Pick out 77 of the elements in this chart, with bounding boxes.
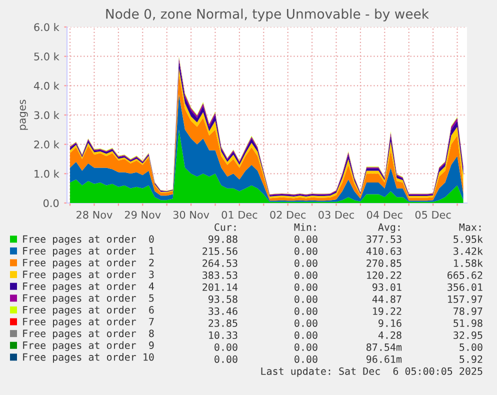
text: 5.92 xyxy=(460,355,482,363)
text: 96.61m xyxy=(366,355,402,363)
text: 9.16 xyxy=(378,319,402,327)
text: 33.46 xyxy=(208,307,238,315)
x-tick-label: 05 Dec xyxy=(415,210,451,219)
text: 215.56 xyxy=(202,247,238,255)
x-tick-label: 01 Dec xyxy=(222,210,258,219)
y-tick-label: 0.0 xyxy=(43,199,59,208)
x-tick-label: 28 Nov xyxy=(76,210,112,219)
text: 32.95 xyxy=(454,331,482,339)
text: Max: xyxy=(459,223,481,231)
text: 23.85 xyxy=(208,319,238,327)
text: 93.01 xyxy=(372,283,402,291)
text: 0.00 xyxy=(294,283,318,291)
text: Avg: xyxy=(378,223,400,233)
legend-label: Free pages at order 3 xyxy=(23,270,154,280)
chart-title: Node 0, zone Normal, type Unmovable - by week xyxy=(106,8,429,22)
text: 0.00 xyxy=(214,355,238,363)
text: 4.28 xyxy=(378,331,402,339)
text: 120.22 xyxy=(367,271,402,279)
legend-label: Free pages at order 2 xyxy=(23,258,154,268)
y-tick-label: 4.0 k xyxy=(34,82,60,90)
x-tick-label: 04 Dec xyxy=(366,210,402,219)
text: 78.97 xyxy=(454,307,482,315)
text: 19.22 xyxy=(373,307,402,315)
legend-label: Free pages at order 9 xyxy=(23,341,154,351)
text: 264.53 xyxy=(202,259,238,267)
legend-label: Free pages at order 0 xyxy=(23,235,154,245)
x-tick-label: 02 Dec xyxy=(270,210,306,219)
x-tick-label: 29 Nov xyxy=(124,210,161,219)
text: 3.42k xyxy=(454,247,483,255)
text: 5.00 xyxy=(460,343,482,351)
y-tick-label: 5.0 k xyxy=(34,52,60,60)
legend-label: Free pages at order 8 xyxy=(23,329,154,340)
y-tick-label: 6.0 k xyxy=(34,23,60,32)
text: 377.53 xyxy=(366,235,402,243)
legend-label: Free pages at order 5 xyxy=(23,294,154,304)
text: 0.00 xyxy=(294,271,318,279)
text: 51.98 xyxy=(454,319,482,327)
y-tick-label: 3.0 k xyxy=(34,111,60,120)
legend-label: Free pages at order 1 xyxy=(23,246,154,257)
text: 44.87 xyxy=(372,295,402,303)
text: 99.88 xyxy=(208,235,238,243)
y-tick-label: 1.0 k xyxy=(34,170,60,178)
text: 0.00 xyxy=(294,295,318,303)
text: 157.97 xyxy=(448,295,482,303)
text: 665.62 xyxy=(448,271,482,279)
text: 0.00 xyxy=(294,355,318,363)
x-tick-label: 30 Nov xyxy=(173,210,210,219)
text: Last update: Sat Dec 6 05:00:05 2025 xyxy=(261,367,482,377)
text: 0.00 xyxy=(294,331,318,339)
text: 356.01 xyxy=(448,283,482,291)
text: 0.00 xyxy=(294,343,318,351)
text: 270.85 xyxy=(366,259,402,267)
text: 5.95k xyxy=(454,235,483,243)
text: 87.54m xyxy=(366,343,402,351)
x-tick-label: 03 Dec xyxy=(318,210,354,219)
text: 0.00 xyxy=(214,343,238,351)
text: 93.58 xyxy=(208,295,238,303)
text: 201.14 xyxy=(202,283,238,291)
text: 1.58k xyxy=(454,259,483,267)
legend-label: Free pages at order 7 xyxy=(23,318,154,328)
text: 0.00 xyxy=(294,307,318,315)
text: 0.00 xyxy=(294,247,318,255)
legend-label: Free pages at order 6 xyxy=(23,306,154,316)
text: 0.00 xyxy=(294,235,318,243)
text: 0.00 xyxy=(294,259,318,267)
legend-label: Free pages at order 10 xyxy=(23,353,154,363)
text: 0.00 xyxy=(294,319,318,327)
text: 10.33 xyxy=(209,331,238,339)
text: Cur: xyxy=(214,223,236,231)
text: 383.53 xyxy=(202,271,238,279)
y-axis-title: pages xyxy=(20,100,28,130)
legend-label: Free pages at order 4 xyxy=(23,282,154,292)
y-tick-label: 2.0 k xyxy=(34,140,60,148)
text: Min: xyxy=(294,223,316,231)
text: 410.63 xyxy=(366,247,402,255)
